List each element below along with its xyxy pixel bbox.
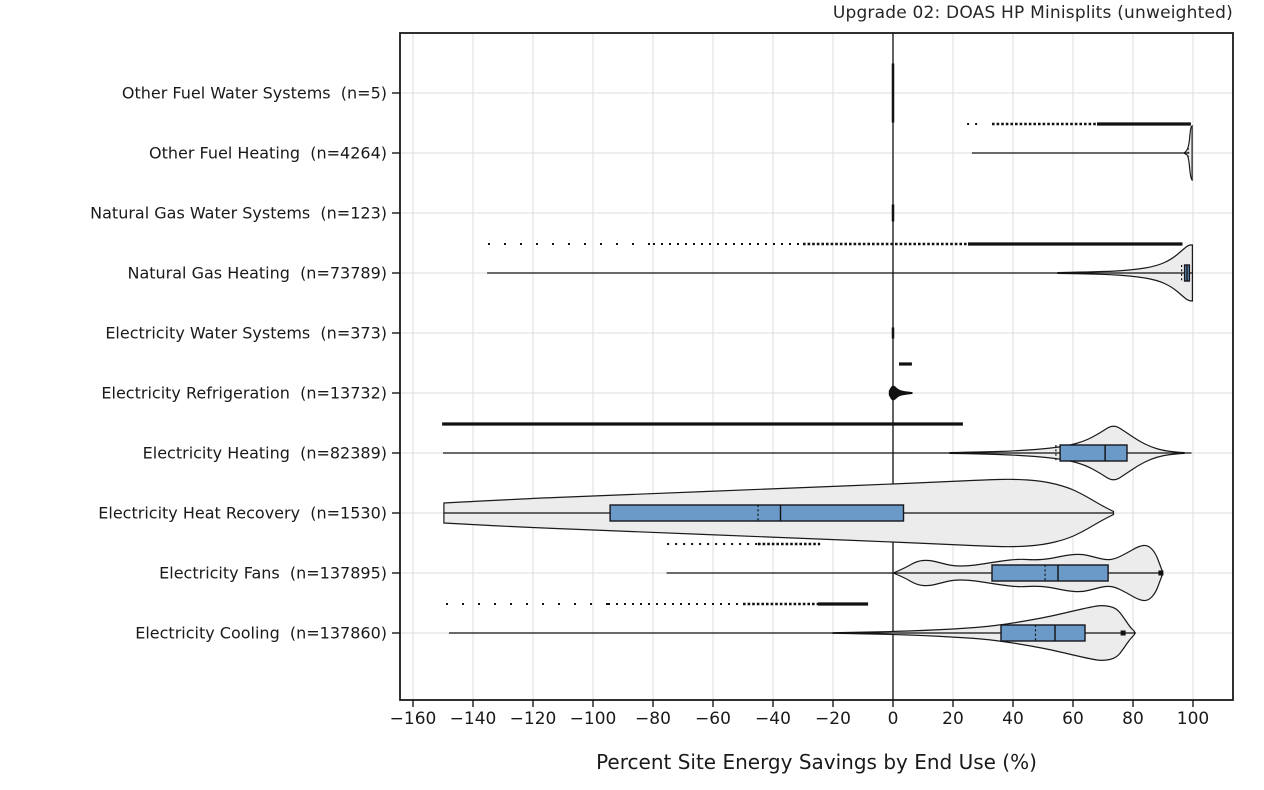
y-category-label: Electricity Cooling (n=137860) [135, 624, 387, 643]
y-category-label: Electricity Heating (n=82389) [143, 444, 387, 463]
x-tick-label: 60 [1062, 709, 1084, 729]
x-tick-label: 100 [1177, 709, 1209, 729]
y-category-label: Electricity Fans (n=137895) [159, 564, 387, 583]
plot-border [399, 32, 1234, 701]
box [609, 504, 905, 522]
violin-row-2 [891, 204, 895, 222]
zero-spike [891, 63, 895, 123]
x-tick-label: −120 [510, 709, 557, 729]
y-category-label: Electricity Refrigeration (n=13732) [101, 384, 387, 403]
chart-title: Upgrade 02: DOAS HP Minisplits (unweight… [832, 3, 1233, 23]
zero-spike [891, 204, 895, 222]
y-category-label: Other Fuel Water Systems (n=5) [122, 84, 387, 103]
y-category-label: Electricity Water Systems (n=373) [105, 324, 387, 343]
whisker-end-cap [1158, 570, 1164, 576]
violin-row-0 [891, 63, 895, 123]
violin-row-9 [446, 602, 1136, 661]
violin-row-3 [487, 242, 1193, 302]
x-tick-label: −80 [635, 709, 671, 729]
x-tick-label: −40 [755, 709, 791, 729]
violin-row-4 [891, 327, 895, 339]
x-tick-label: −160 [390, 709, 437, 729]
zero-spike [891, 327, 895, 339]
y-category-label: Natural Gas Water Systems (n=123) [90, 204, 387, 223]
x-tick-label: 0 [888, 709, 899, 729]
x-tick-label: −60 [695, 709, 731, 729]
violin-row-1 [967, 122, 1193, 182]
x-tick-label: −140 [450, 709, 497, 729]
x-tick-label: 40 [1002, 709, 1024, 729]
y-category-label: Other Fuel Heating (n=4264) [149, 144, 387, 163]
violin-row-7 [443, 478, 1115, 548]
box [1059, 444, 1128, 462]
x-tick-label: −20 [815, 709, 851, 729]
y-category-label: Natural Gas Heating (n=73789) [127, 264, 387, 283]
violin-row-6 [442, 422, 1192, 481]
violin-row-5 [888, 362, 913, 401]
x-tick-label: −100 [570, 709, 617, 729]
box [991, 564, 1109, 582]
y-category-label: Electricity Heat Recovery (n=1530) [98, 504, 387, 523]
box [1000, 624, 1086, 642]
whisker-end-cap [1120, 630, 1126, 636]
x-tick-label: 80 [1122, 709, 1144, 729]
x-tick-label: 20 [942, 709, 964, 729]
x-axis-label: Percent Site Energy Savings by End Use (… [596, 750, 1037, 774]
violin-row-8 [666, 542, 1164, 602]
